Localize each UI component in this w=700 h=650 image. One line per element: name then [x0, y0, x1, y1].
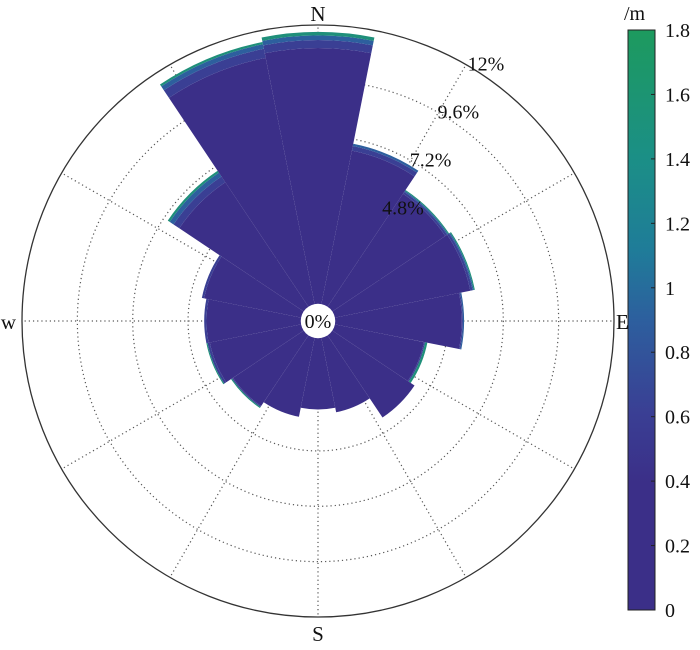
- rose-sector-bar: [173, 176, 226, 229]
- rose-sector-bar: [232, 321, 318, 407]
- rose-sector-bar: [231, 378, 261, 408]
- rose-sector-bar: [169, 172, 222, 225]
- rose-sector-bar: [204, 256, 318, 321]
- colorbar-tick-label: 1.4: [665, 149, 690, 171]
- radial-tick-label: 0%: [305, 311, 332, 333]
- colorbar-tick-label: 1: [665, 278, 675, 300]
- rose-sector-bar: [407, 342, 426, 382]
- rose-sector-bar: [206, 299, 318, 343]
- center-hole: [300, 303, 336, 339]
- radial-tick-label: 7.2%: [410, 150, 452, 172]
- rose-sectors: [159, 31, 475, 418]
- rose-sector-bar: [167, 170, 219, 222]
- rose-sector-bar: [264, 48, 372, 321]
- radial-tick-label: 12%: [468, 54, 505, 76]
- colorbar-tick-label: 0.4: [665, 471, 690, 493]
- rose-sector-bar: [318, 193, 446, 321]
- direction-label-south: S: [312, 622, 324, 646]
- rose-sector-bar: [318, 234, 471, 321]
- rose-sector-bar: [206, 342, 225, 385]
- rose-sector-bar: [318, 150, 415, 321]
- rose-sector-bar: [262, 35, 374, 46]
- rose-sector-bar: [209, 321, 318, 383]
- colorbar-tick-label: 1.2: [665, 213, 690, 235]
- direction-label-north: N: [310, 2, 325, 26]
- rose-sector-bar: [161, 44, 264, 91]
- colorbar-gradient: [627, 29, 656, 611]
- rose-sector-bar: [318, 321, 370, 413]
- rose-sector-bar: [408, 342, 428, 383]
- rose-sector-bar: [179, 182, 318, 321]
- radial-tick-label: 9.6%: [437, 102, 479, 124]
- rose-sector-bar: [261, 31, 375, 41]
- colorbar-unit-label: /m: [624, 3, 646, 25]
- rose-sector-bar: [352, 143, 419, 173]
- radial-tick-labels: 0% 4.8% 7.2% 9.6% 12%: [305, 54, 505, 333]
- rose-sector-bar: [232, 377, 262, 407]
- colorbar: 0 0.2 0.4 0.6 0.8 1 1.2 1.4 1.6 1.8 /m: [624, 3, 690, 622]
- colorbar-ticks: 0 0.2 0.4 0.6 0.8 1 1.2 1.4 1.6 1.8: [651, 20, 690, 622]
- rose-sector-bar: [318, 321, 415, 418]
- rose-sector-bar: [201, 255, 222, 299]
- rose-sector-bar: [263, 39, 373, 54]
- rose-sector-bar: [318, 292, 462, 350]
- rose-sector-bar: [159, 41, 263, 87]
- outer-ring: [21, 24, 615, 618]
- colorbar-tick-label: 0.2: [665, 536, 690, 558]
- rose-sector-bar: [351, 146, 418, 177]
- direction-label-east: E: [616, 310, 629, 334]
- direction-label-west: w: [1, 310, 17, 334]
- rose-sector-bar: [168, 57, 318, 321]
- colorbar-tick-label: 0: [665, 600, 675, 622]
- rose-sector-bar: [207, 342, 227, 384]
- rose-sector-bar: [163, 48, 266, 98]
- grid-ring: [76, 79, 560, 563]
- radial-tick-label: 4.8%: [382, 197, 424, 219]
- colorbar-tick-label: 1.6: [665, 84, 690, 106]
- rose-sector-bar: [300, 321, 336, 410]
- rose-sector-bar: [263, 321, 318, 417]
- rose-sector-bar: [403, 191, 448, 236]
- grid-ring: [132, 135, 504, 507]
- colorbar-tick-label: 0.6: [665, 407, 690, 429]
- rose-sector-bar: [447, 233, 473, 291]
- colorbar-tick-label: 1.8: [665, 20, 690, 42]
- rose-sector-bar: [318, 321, 424, 382]
- rose-sector-bar: [204, 298, 209, 344]
- rose-sector-bar: [459, 292, 463, 350]
- colorbar-tick-label: 0.8: [665, 342, 690, 364]
- rose-sector-bar: [460, 292, 465, 350]
